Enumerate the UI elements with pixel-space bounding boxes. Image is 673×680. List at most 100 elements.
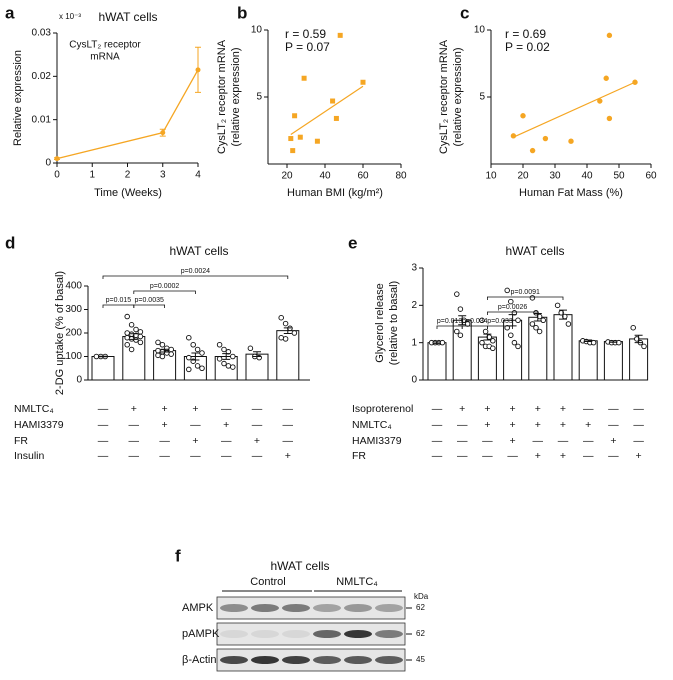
p-value-label: p=0.015 xyxy=(106,297,132,304)
treatment-sign: + xyxy=(636,450,642,462)
error-bar xyxy=(283,327,292,334)
data-point xyxy=(168,346,174,353)
kda-label: 62 xyxy=(416,629,425,638)
data-point xyxy=(490,338,496,344)
treatment-sign: + xyxy=(560,450,566,462)
treatment-sign: + xyxy=(131,403,137,415)
treatment-sign: — xyxy=(190,419,201,431)
treatment-sign: — xyxy=(252,450,263,462)
annotation: CysLT₂ receptor xyxy=(69,40,141,51)
error-bar xyxy=(160,348,169,353)
treatment-sign: + xyxy=(510,403,516,415)
data-point xyxy=(454,291,460,297)
data-point xyxy=(479,317,485,324)
x-tick-label: 50 xyxy=(613,171,625,182)
treatment-sign: — xyxy=(608,450,619,462)
p-value-label: p=0.0091 xyxy=(510,289,539,296)
treatment-sign: — xyxy=(221,435,232,447)
data-point xyxy=(128,346,135,353)
data-point xyxy=(482,328,489,335)
data-point xyxy=(186,354,192,361)
data-point xyxy=(278,334,284,341)
data-point xyxy=(164,345,170,352)
treatment-sign: — xyxy=(129,450,140,462)
blot-band xyxy=(251,604,279,612)
fit-line xyxy=(513,81,636,138)
data-point xyxy=(137,329,144,335)
y-tick-label: 200 xyxy=(65,328,82,339)
data-point xyxy=(333,115,339,121)
data-point xyxy=(221,360,227,367)
data-point xyxy=(124,313,130,320)
blot-band xyxy=(313,656,341,664)
treatment-sign: — xyxy=(432,403,443,415)
treatment-sign: — xyxy=(221,450,232,462)
error-bar xyxy=(483,333,492,341)
error-bar xyxy=(584,339,593,343)
data-point xyxy=(124,334,130,341)
y-tick-label: 5 xyxy=(479,92,485,103)
treatment-label: NMLTC₄ xyxy=(14,403,54,415)
treatment-sign: + xyxy=(560,419,566,431)
significance-bracket xyxy=(102,275,289,279)
data-point xyxy=(337,32,343,38)
kda-label: 62 xyxy=(416,603,425,612)
x-tick-label: 2 xyxy=(125,170,131,181)
data-point xyxy=(124,330,130,336)
data-point xyxy=(504,324,510,331)
x-axis-label: Time (Weeks) xyxy=(94,187,162,199)
data-point xyxy=(490,345,496,352)
data-point xyxy=(230,353,236,360)
data-point xyxy=(155,339,161,346)
treatment-sign: — xyxy=(583,450,594,462)
data-point xyxy=(159,353,166,360)
data-point xyxy=(164,350,170,356)
y-tick-label: 10 xyxy=(474,25,486,36)
data-point xyxy=(297,134,303,140)
blot-band xyxy=(220,656,248,664)
y-axis-label: CysLT₂ receptor mRNA xyxy=(216,39,228,154)
group-label: Control xyxy=(250,576,285,588)
treatment-sign: — xyxy=(98,435,109,447)
treatment-sign: + xyxy=(535,419,541,431)
y-tick-label: 0.02 xyxy=(32,71,52,82)
y-tick-label: 100 xyxy=(65,351,82,362)
blot-band xyxy=(313,604,341,612)
y-tick-label: 0.03 xyxy=(32,28,52,39)
group-label: NMLTC₄ xyxy=(336,576,378,588)
treatment-sign: — xyxy=(608,419,619,431)
blot-strip xyxy=(216,596,406,620)
data-point xyxy=(194,346,201,353)
treatment-label: FR xyxy=(352,450,366,462)
blot-band xyxy=(344,656,372,664)
treatment-sign: — xyxy=(583,435,594,447)
blot-band xyxy=(220,604,248,612)
blot-band xyxy=(313,630,341,638)
data-point xyxy=(529,321,536,327)
data-point xyxy=(288,136,294,142)
treatment-sign: + xyxy=(484,403,490,415)
treatment-sign: — xyxy=(608,403,619,415)
y-tick-label: 0 xyxy=(411,375,417,386)
y-axis-label: 2-DG uptake (% of basal) xyxy=(54,271,66,395)
panel-letter: e xyxy=(348,233,357,252)
data-point xyxy=(597,98,603,104)
treatment-sign: + xyxy=(459,403,465,415)
data-point xyxy=(291,330,298,336)
x-tick-label: 10 xyxy=(485,171,497,182)
data-point xyxy=(216,356,223,362)
treatment-label: FR xyxy=(14,435,28,447)
treatment-sign: — xyxy=(252,403,263,415)
data-point xyxy=(230,364,236,370)
treatment-sign: — xyxy=(633,403,644,415)
y-axis-label: Glycerol release xyxy=(374,283,386,362)
p-value-label: p=0.0024 xyxy=(181,268,210,275)
treatment-sign: + xyxy=(484,419,490,431)
y-tick-label: 3 xyxy=(411,263,417,274)
panel-letter: d xyxy=(5,233,15,252)
p-value-label: p=0.033 xyxy=(487,318,513,325)
data-point xyxy=(221,346,227,353)
treatment-sign: + xyxy=(510,435,516,447)
x-tick-label: 60 xyxy=(645,171,657,182)
